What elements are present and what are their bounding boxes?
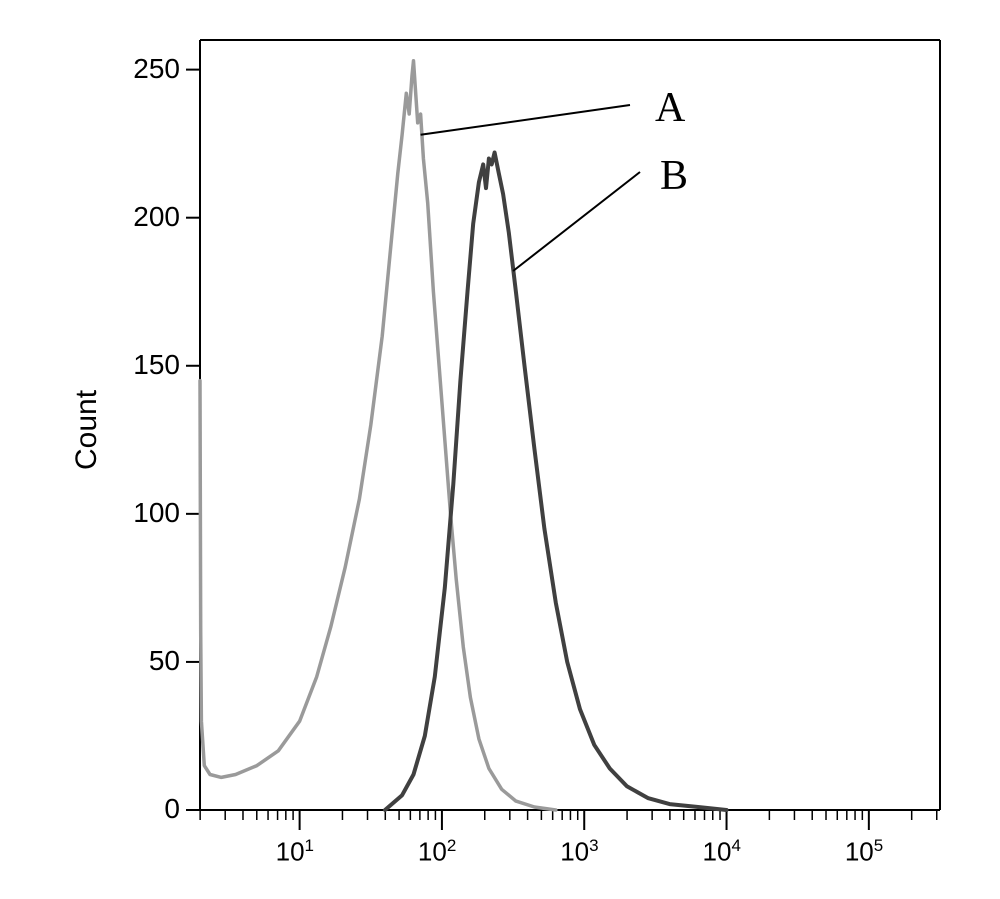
annotation-b-label: B [660, 152, 688, 200]
x-tick-label: 102 [418, 836, 456, 868]
x-tick-exponent: 5 [874, 836, 883, 855]
y-axis-label: Count [70, 390, 104, 470]
x-tick-exponent: 1 [305, 836, 314, 855]
annotation-b-leader [513, 172, 640, 271]
chart-root: Count 0 50 100 150 200 250 101 102 103 104 105 A B [0, 0, 1000, 899]
y-tick-label: 250 [133, 53, 180, 85]
y-tick-label: 100 [133, 497, 180, 529]
x-tick-label: 105 [845, 836, 883, 868]
y-tick-label: 150 [133, 349, 180, 381]
x-tick-label: 101 [276, 836, 314, 868]
series-b-line [385, 153, 727, 811]
annotation-a-leader [421, 105, 630, 135]
y-tick-label: 200 [133, 201, 180, 233]
series-a-line [200, 61, 556, 810]
y-tick-label: 0 [164, 793, 180, 825]
x-tick-exponent: 4 [731, 836, 740, 855]
x-tick-label: 103 [560, 836, 598, 868]
x-tick-exponent: 3 [589, 836, 598, 855]
chart-svg [0, 0, 1000, 899]
x-tick-label: 104 [703, 836, 741, 868]
annotation-a-label: A [655, 84, 685, 132]
y-tick-label: 50 [149, 645, 180, 677]
x-tick-exponent: 2 [447, 836, 456, 855]
